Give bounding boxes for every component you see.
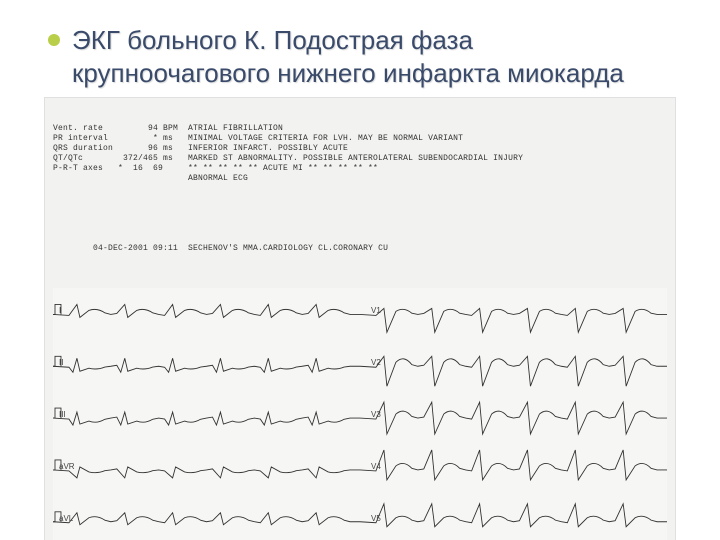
ecg-blank-line bbox=[53, 204, 667, 214]
lead-label: V1 bbox=[371, 306, 381, 315]
ecg-trace-II bbox=[53, 358, 360, 372]
ecg-timestamp: 04-DEC-2001 09:11 bbox=[93, 244, 178, 253]
slide-title: ЭКГ больного К. Подострая фаза крупнооча… bbox=[72, 24, 672, 89]
slide: ЭКГ больного К. Подострая фаза крупнооча… bbox=[0, 0, 720, 540]
ecg-header-table: Vent. rate 94 BPM PR interval * ms QRS d… bbox=[53, 124, 667, 184]
ecg-params-column: Vent. rate 94 BPM PR interval * ms QRS d… bbox=[53, 124, 178, 184]
lead-label: aVR bbox=[59, 462, 75, 471]
ecg-waveform-svg bbox=[53, 288, 667, 540]
ecg-trace-III bbox=[53, 412, 360, 425]
ecg-trace-aVR bbox=[53, 467, 360, 478]
lead-label: II bbox=[59, 358, 63, 367]
ecg-trace-V5 bbox=[360, 504, 667, 527]
title-row: ЭКГ больного К. Подострая фаза крупнооча… bbox=[48, 24, 672, 89]
lead-label: V5 bbox=[371, 514, 381, 523]
lead-label: aVL bbox=[59, 514, 73, 523]
ecg-panel: Vent. rate 94 BPM PR interval * ms QRS d… bbox=[44, 97, 676, 540]
lead-label: I bbox=[59, 306, 61, 315]
lead-label: V2 bbox=[371, 358, 381, 367]
lead-label: V4 bbox=[371, 462, 381, 471]
lead-label: III bbox=[59, 410, 66, 419]
ecg-chart: IIIIIIaVRaVLaVFV1V2V3V4V5V6 bbox=[53, 288, 667, 540]
ecg-trace-V4 bbox=[360, 450, 667, 480]
ecg-trace-V2 bbox=[360, 356, 667, 386]
ecg-trace-aVL bbox=[53, 513, 360, 525]
ecg-footer-line: 04-DEC-2001 09:11 SECHENOV'S MMA.CARDIOL… bbox=[53, 234, 667, 264]
ecg-trace-V1 bbox=[360, 308, 667, 332]
ecg-site: SECHENOV'S MMA.CARDIOLOGY CL.CORONARY CU bbox=[188, 244, 388, 253]
ecg-trace-V3 bbox=[360, 402, 667, 434]
ecg-trace-I bbox=[53, 304, 360, 317]
lead-label: V3 bbox=[371, 410, 381, 419]
bullet-icon bbox=[48, 34, 60, 46]
ecg-diagnosis-column: ATRIAL FIBRILLATION MINIMAL VOLTAGE CRIT… bbox=[188, 124, 523, 184]
ecg-header: Vent. rate 94 BPM PR interval * ms QRS d… bbox=[53, 104, 667, 284]
